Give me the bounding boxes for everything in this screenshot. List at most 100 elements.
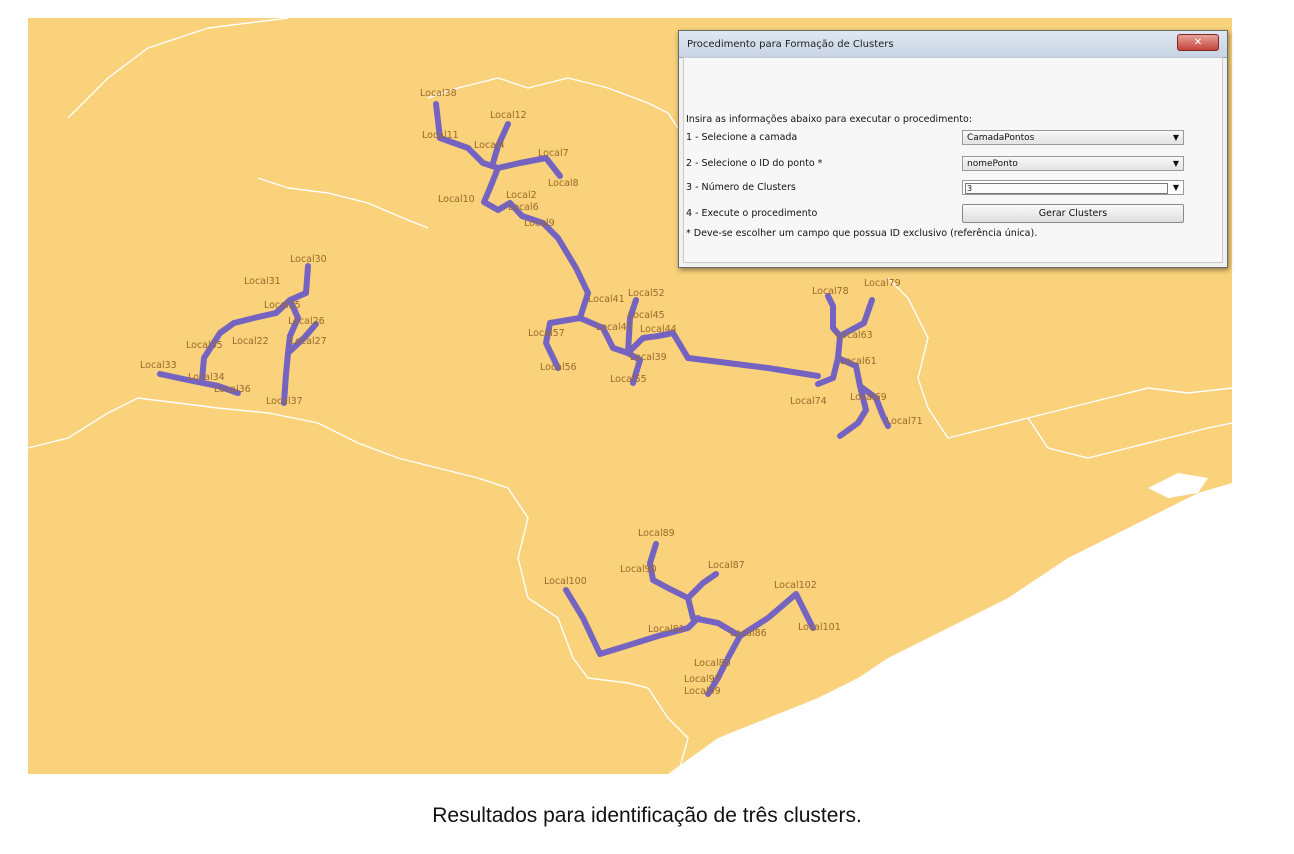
label-local56: Local56 [540, 362, 577, 373]
label-local11: Local11 [422, 130, 459, 141]
edge-local61 [835, 355, 869, 439]
id-field-select[interactable]: nomePonto ▼ [962, 156, 1184, 171]
node-labels: Local38 Local12 Local11 Local4 Local7 Lo… [140, 88, 923, 697]
edge-local33 [157, 371, 241, 396]
label-local22: Local22 [232, 336, 269, 347]
edge-local102 [737, 591, 816, 639]
edge-local30 [287, 263, 311, 321]
chevron-down-icon[interactable]: ▼ [1172, 183, 1179, 192]
label-local97: Local97 [684, 674, 721, 685]
figure-caption: Resultados para identificação de três cl… [432, 804, 862, 827]
cluster-edges [157, 101, 891, 697]
label-local81: Local81 [648, 624, 685, 635]
label-local34: Local34 [188, 372, 225, 383]
label-local2: Local2 [506, 190, 537, 201]
dialog-body: Insira as informações abaixo para execut… [683, 57, 1223, 263]
label-local10: Local10 [438, 194, 475, 205]
label-local61: Local61 [840, 356, 877, 367]
edge-local100 [563, 587, 701, 657]
layer-select[interactable]: CamadaPontos ▼ [962, 130, 1184, 145]
edge-local89 [647, 541, 691, 601]
edge-local52 [625, 297, 639, 356]
label-local101: Local101 [798, 622, 841, 633]
sea-area [668, 483, 1232, 774]
step3-label: 3 - Número de Clusters [686, 182, 796, 193]
label-local79: Local79 [864, 278, 901, 289]
chevron-down-icon[interactable]: ▼ [1172, 159, 1179, 168]
layer-select-value: CamadaPontos [967, 133, 1035, 143]
label-local7: Local7 [538, 148, 569, 159]
label-local89: Local89 [638, 528, 675, 539]
label-local4: Local4 [474, 140, 505, 151]
label-local35: Local35 [186, 340, 223, 351]
label-local12: Local12 [490, 110, 527, 121]
edge-local87 [685, 571, 719, 601]
chevron-down-icon[interactable]: ▼ [1172, 133, 1179, 142]
generate-clusters-button[interactable]: Gerar Clusters [962, 204, 1184, 223]
label-local87: Local87 [708, 560, 745, 571]
label-local44: Local44 [640, 324, 677, 335]
footnote-text: * Deve-se escolher um campo que possua I… [686, 228, 1038, 239]
edge-local41 [577, 315, 631, 356]
edge-local7 [495, 155, 563, 179]
label-local31: Local31 [244, 276, 281, 287]
label-local6: Local6 [508, 202, 539, 213]
edge-link [685, 355, 821, 379]
edge-local10 [481, 165, 525, 219]
label-local100: Local100 [544, 576, 587, 587]
edge-local44 [625, 330, 691, 361]
step4-label: 4 - Execute o procedimento [686, 208, 818, 219]
dialog-title: Procedimento para Formação de Clusters [687, 39, 894, 50]
cluster-dialog: Procedimento para Formação de Clusters ✕… [678, 30, 1228, 268]
label-local30: Local30 [290, 254, 327, 265]
id-field-select-value: nomePonto [967, 159, 1018, 169]
label-local26: Local26 [288, 316, 325, 327]
label-local80: Local80 [694, 658, 731, 669]
label-local52: Local52 [628, 288, 665, 299]
label-local102: Local102 [774, 580, 817, 591]
edge-local79 [837, 297, 875, 339]
label-local74: Local74 [790, 396, 827, 407]
label-local39: Local39 [630, 352, 667, 363]
label-local41: Local41 [588, 294, 625, 305]
label-local90: Local90 [620, 564, 657, 575]
label-local36: Local36 [214, 384, 251, 395]
edge-center [543, 290, 591, 371]
label-local25: Local25 [264, 300, 301, 311]
label-local55: Local55 [610, 374, 647, 385]
step1-label: 1 - Selecione a camada [686, 132, 798, 143]
label-local71: Local71 [886, 416, 923, 427]
label-local47: Local47 [596, 322, 633, 333]
label-local33: Local33 [140, 360, 177, 371]
label-local86: Local86 [730, 628, 767, 639]
label-local99: Local99 [684, 686, 721, 697]
label-local8: Local8 [548, 178, 579, 189]
close-icon[interactable]: ✕ [1193, 37, 1203, 48]
step2-label: 2 - Selecione o ID do ponto * [686, 158, 823, 169]
cluster-count-select[interactable]: 3 ▼ [962, 180, 1184, 195]
label-local69: Local69 [850, 392, 887, 403]
edge-local38 [433, 101, 501, 171]
label-local38: Local38 [420, 88, 457, 99]
label-local57: Local57 [528, 328, 565, 339]
label-local63: Local63 [836, 330, 873, 341]
map-svg: Local38 Local12 Local11 Local4 Local7 Lo… [28, 18, 1232, 774]
close-button[interactable]: ✕ [1177, 34, 1219, 51]
instructions-text: Insira as informações abaixo para execut… [686, 114, 973, 125]
edge-local31 [199, 297, 293, 383]
island-shape [1148, 473, 1208, 498]
edge-local27 [285, 321, 319, 356]
label-local9: Local9 [524, 218, 555, 229]
state-borders [28, 18, 1232, 774]
label-local45: Local45 [628, 310, 665, 321]
edge-local9 [519, 213, 591, 296]
label-local37: Local37 [266, 396, 303, 407]
edge-local97 [705, 633, 743, 697]
cluster-count-value[interactable]: 3 [965, 183, 1168, 194]
label-local27: Local27 [290, 336, 327, 347]
edge-local71 [857, 383, 891, 429]
edge-local12 [490, 121, 511, 166]
dialog-titlebar[interactable]: Procedimento para Formação de Clusters ✕ [679, 31, 1227, 58]
label-local78: Local78 [812, 286, 849, 297]
edge-local90 [685, 595, 743, 639]
